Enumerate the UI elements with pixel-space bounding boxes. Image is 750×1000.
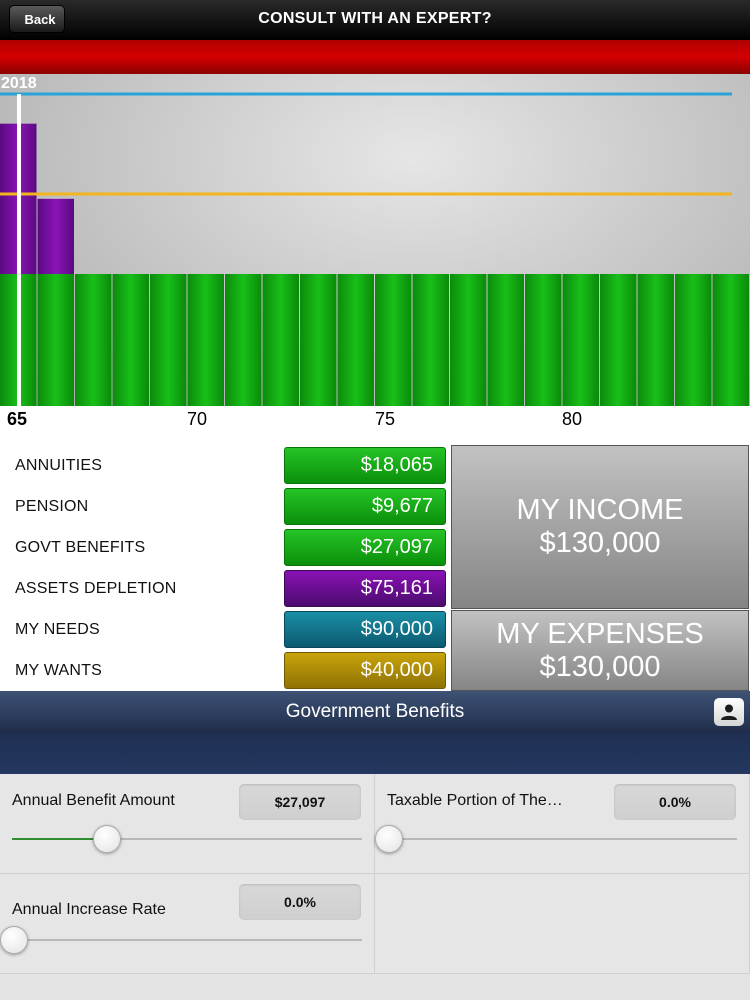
current-year-marker[interactable]	[17, 94, 21, 406]
my-wants-label: MY WANTS	[15, 662, 102, 679]
income-summary: ANNUITIES $18,065 PENSION $9,677 GOVT BE…	[0, 445, 450, 691]
annual-benefit-cell: Annual Benefit Amount $27,097	[0, 774, 375, 874]
assets-depletion-bar	[37, 198, 74, 274]
income-bar	[562, 274, 599, 406]
section-title: Government Benefits	[285, 701, 465, 722]
my-needs-value[interactable]: $90,000	[284, 611, 446, 648]
annuities-label: ANNUITIES	[15, 457, 103, 474]
back-button-label: Back	[24, 11, 56, 27]
income-bar	[300, 274, 337, 406]
increase-rate-cell: Annual Increase Rate 0.0%	[0, 874, 375, 974]
income-bar	[712, 274, 749, 406]
x-tick-label: 70	[187, 409, 208, 429]
income-bar	[450, 274, 487, 406]
pension-value[interactable]: $9,677	[284, 488, 446, 525]
income-bar	[375, 274, 412, 406]
income-bar	[150, 274, 187, 406]
my-income-box[interactable]: MY INCOME $130,000	[451, 445, 749, 609]
assets-depletion-value[interactable]: $75,161	[284, 570, 446, 607]
increase-rate-slider-track[interactable]	[12, 939, 362, 941]
retirement-chart: 2018	[0, 74, 750, 406]
x-tick-label: 80	[562, 409, 583, 429]
section-subheader	[0, 733, 750, 774]
income-bar	[675, 274, 712, 406]
income-bar	[337, 274, 374, 406]
my-expenses-value: $130,000	[539, 650, 661, 683]
annual-benefit-slider-track[interactable]	[12, 838, 362, 840]
my-wants-value[interactable]: $40,000	[284, 652, 446, 689]
my-income-value: $130,000	[539, 527, 661, 559]
taxable-portion-value[interactable]: 0.0%	[614, 784, 736, 820]
govt-benefits-label: GOVT BENEFITS	[15, 539, 146, 556]
page-title[interactable]: CONSULT WITH AN EXPERT?	[258, 10, 492, 27]
assets-depletion-label: ASSETS DEPLETION	[15, 580, 177, 597]
income-bar	[637, 274, 674, 406]
annual-benefit-label: Annual Benefit Amount	[12, 792, 175, 809]
taxable-portion-label: Taxable Portion of The…	[387, 792, 563, 809]
govt-benefits-value[interactable]: $27,097	[284, 529, 446, 566]
income-bar	[225, 274, 262, 406]
empty-cell	[375, 874, 750, 974]
current-year-label: 2018	[1, 75, 37, 92]
my-income-label: MY INCOME	[516, 494, 684, 526]
my-expenses-box[interactable]: MY EXPENSES $130,000	[451, 610, 749, 691]
increase-rate-value[interactable]: 0.0%	[239, 884, 361, 920]
x-tick-label: 65	[7, 409, 28, 429]
annual-benefit-slider-fill	[12, 838, 107, 840]
income-bar	[487, 274, 524, 406]
my-needs-label: MY NEEDS	[15, 621, 100, 638]
taxable-portion-slider-thumb[interactable]	[375, 825, 403, 853]
annual-benefit-value[interactable]: $27,097	[239, 784, 361, 820]
section-header: Government Benefits	[0, 691, 750, 733]
user-button[interactable]	[714, 698, 744, 726]
user-icon	[721, 704, 737, 720]
annuities-value[interactable]: $18,065	[284, 447, 446, 484]
benefits-form: Annual Benefit Amount $27,097 Taxable Po…	[0, 774, 750, 1000]
income-bar	[112, 274, 149, 406]
income-bar	[37, 274, 74, 406]
increase-rate-slider-thumb[interactable]	[0, 926, 28, 954]
navigation-bar: Back CONSULT WITH AN EXPERT?	[0, 0, 750, 40]
taxable-portion-cell: Taxable Portion of The… 0.0%	[375, 774, 750, 874]
income-bar	[600, 274, 637, 406]
increase-rate-label: Annual Increase Rate	[12, 901, 166, 918]
taxable-portion-slider-track[interactable]	[387, 838, 737, 840]
income-bar	[262, 274, 299, 406]
chart-canvas	[0, 92, 749, 406]
pension-label: PENSION	[15, 498, 89, 515]
header-accent-bar	[0, 40, 750, 74]
annual-benefit-slider-thumb[interactable]	[92, 825, 121, 853]
income-bar	[187, 274, 224, 406]
x-tick-label: 75	[375, 409, 396, 429]
income-bar	[75, 274, 112, 406]
income-bar	[412, 274, 449, 406]
back-button[interactable]: Back	[9, 5, 65, 33]
chart-x-axis: 65 70 75 80	[0, 406, 750, 440]
my-expenses-label: MY EXPENSES	[496, 617, 704, 650]
income-bar	[525, 274, 562, 406]
